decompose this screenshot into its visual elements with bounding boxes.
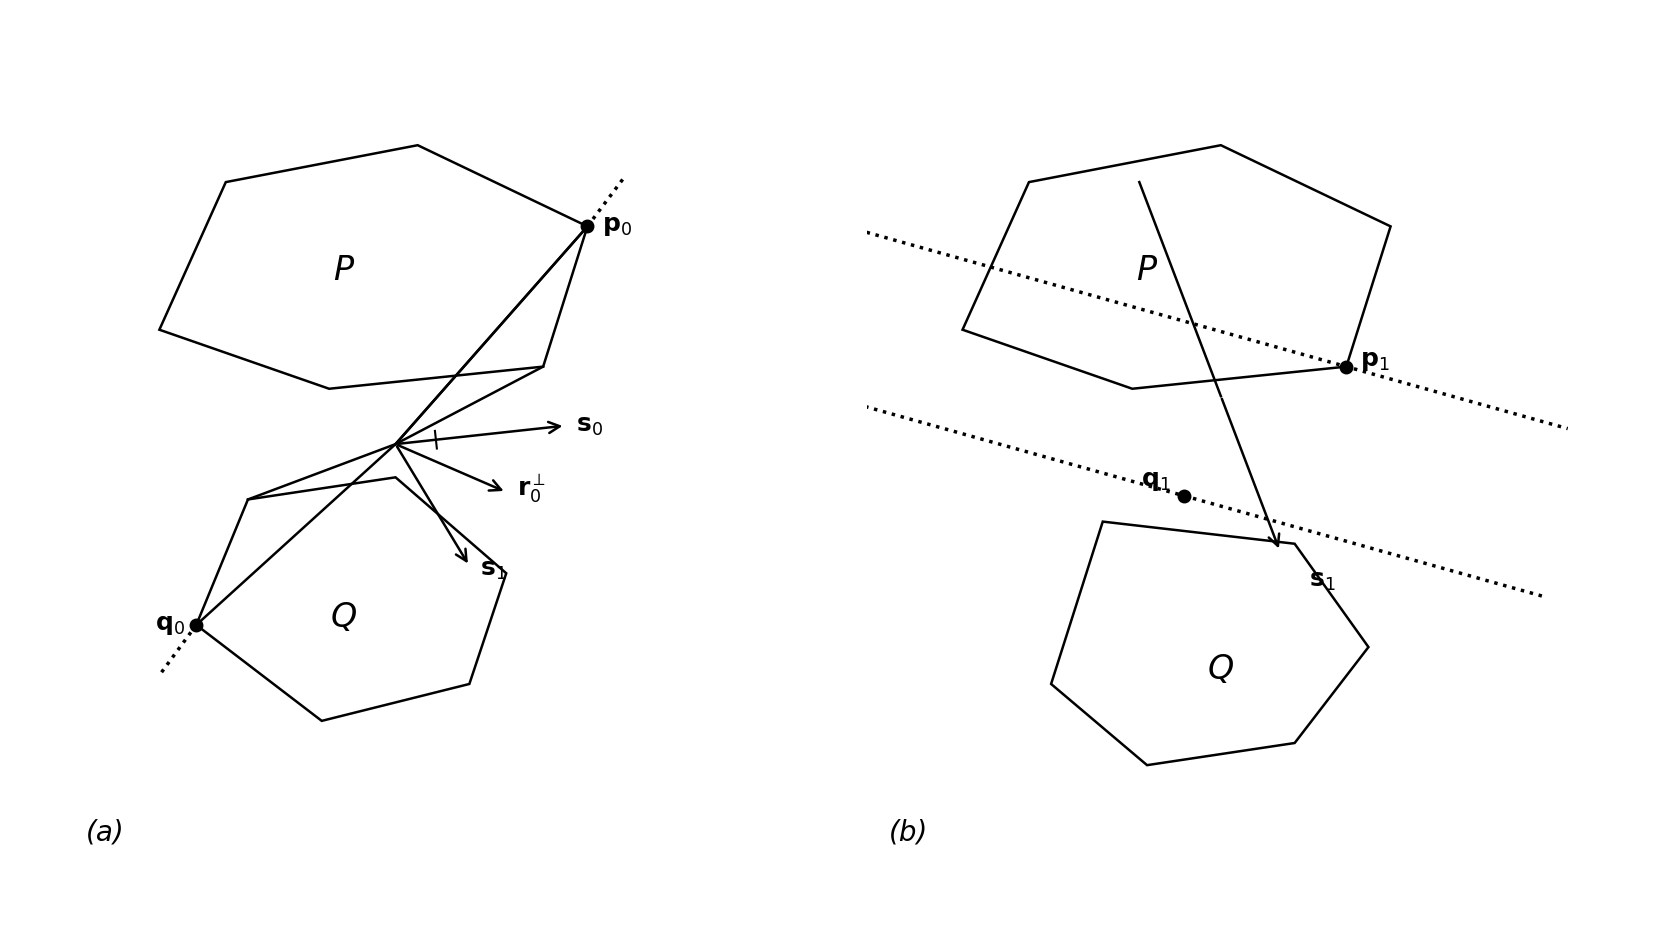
Text: $Q$: $Q$ [331,601,357,634]
Text: $\mathbf{p}_0$: $\mathbf{p}_0$ [602,214,632,239]
Text: $\mathbf{q}_0$: $\mathbf{q}_0$ [156,613,185,637]
Text: $\mathbf{s}_1$: $\mathbf{s}_1$ [480,558,506,582]
Text: $\mathbf{s}_0$: $\mathbf{s}_0$ [576,413,602,438]
Text: $P$: $P$ [333,254,354,287]
Text: $\mathbf{r}_0^{\perp}$: $\mathbf{r}_0^{\perp}$ [516,472,546,505]
Text: (a): (a) [86,818,124,847]
Text: $\mathbf{s}_1$: $\mathbf{s}_1$ [1309,568,1336,593]
Text: $\mathbf{q}_1$: $\mathbf{q}_1$ [1140,469,1170,493]
Text: $P$: $P$ [1135,254,1157,287]
Text: $Q$: $Q$ [1206,652,1233,685]
Text: $\mathbf{p}_1$: $\mathbf{p}_1$ [1359,348,1389,373]
Text: (b): (b) [889,818,927,847]
